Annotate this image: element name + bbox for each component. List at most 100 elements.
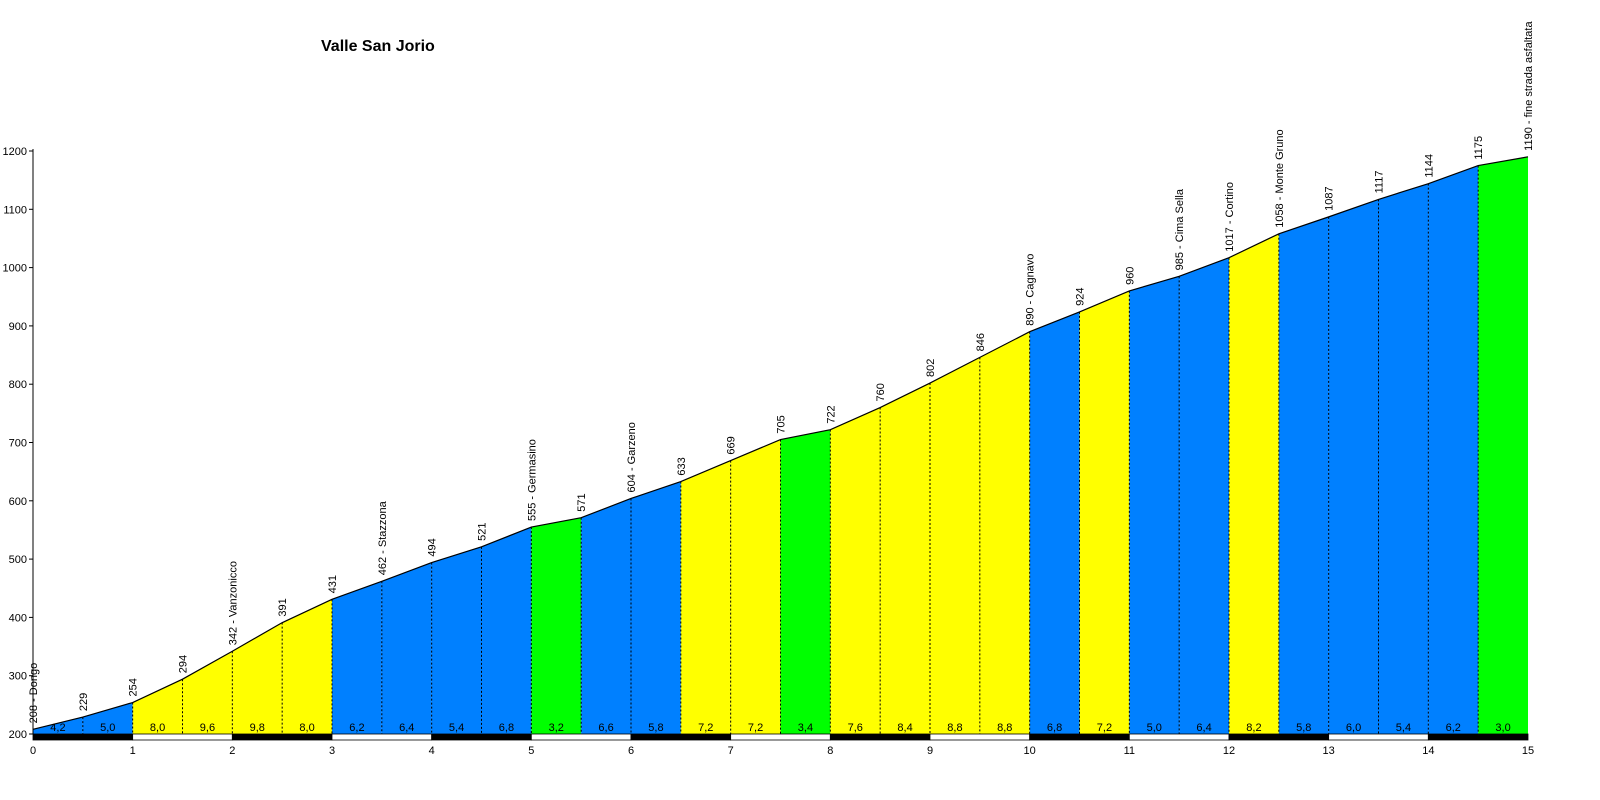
x-tick-label: 5 bbox=[528, 745, 534, 757]
gradient-label: 9,8 bbox=[250, 722, 265, 734]
altitude-label: 604 - Garzeno bbox=[626, 422, 638, 492]
distance-strip-km bbox=[1328, 733, 1429, 741]
distance-strip-km bbox=[32, 733, 134, 741]
gradient-segment bbox=[1428, 165, 1479, 734]
altitude-label: 555 - Germasino bbox=[526, 439, 538, 521]
gradient-label: 5,8 bbox=[1296, 722, 1311, 734]
distance-strip-km bbox=[829, 733, 931, 741]
altitude-label: 890 - Cagnavo bbox=[1025, 254, 1037, 326]
altitude-label: 1190 - fine strada asfaltata bbox=[1523, 21, 1535, 151]
gradient-segment bbox=[1229, 233, 1279, 734]
gradient-label: 8,4 bbox=[897, 722, 912, 734]
gradient-segment bbox=[82, 702, 133, 734]
gradient-label: 8,8 bbox=[997, 722, 1012, 734]
gradient-segment bbox=[830, 407, 881, 734]
gradient-segment bbox=[730, 439, 781, 734]
altitude-label: 254 bbox=[128, 678, 140, 696]
gradient-label: 3,4 bbox=[798, 722, 813, 734]
altitude-label: 294 bbox=[178, 655, 190, 673]
gradient-segment bbox=[33, 717, 83, 734]
altitude-label: 571 bbox=[576, 493, 588, 511]
gradient-label: 7,6 bbox=[848, 722, 863, 734]
gradient-segment bbox=[431, 546, 482, 734]
gradient-segment bbox=[780, 429, 831, 734]
altitude-label: 846 bbox=[975, 333, 987, 351]
altitude-label: 391 bbox=[277, 598, 289, 616]
altitude-label: 705 bbox=[776, 415, 788, 433]
altitude-label: 1175 bbox=[1473, 136, 1485, 160]
gradient-label: 6,4 bbox=[399, 722, 414, 734]
y-tick-label: 900 bbox=[9, 321, 27, 333]
x-tick-label: 14 bbox=[1422, 745, 1434, 757]
profile-line bbox=[32, 156, 1529, 730]
gradient-label: 5,4 bbox=[1396, 722, 1411, 734]
distance-strip-km bbox=[431, 733, 532, 741]
distance-strip bbox=[32, 733, 1529, 741]
profile-line-layer bbox=[32, 156, 1529, 730]
distance-strip-km bbox=[530, 733, 632, 741]
distance-strip-km bbox=[929, 733, 1031, 741]
gradient-segment bbox=[680, 460, 731, 734]
altitude-label: 208 - Dongo bbox=[28, 663, 40, 724]
gradient-segment bbox=[930, 357, 980, 734]
gradient-label: 3,2 bbox=[549, 722, 564, 734]
gradient-label: 8,8 bbox=[947, 722, 962, 734]
y-tick-label: 1100 bbox=[3, 204, 27, 216]
gradient-segment bbox=[381, 562, 432, 734]
x-tick-label: 12 bbox=[1223, 745, 1235, 757]
gradient-label: 5,8 bbox=[648, 722, 663, 734]
x-tick-label: 4 bbox=[429, 745, 435, 757]
gradient-segment bbox=[1179, 257, 1229, 734]
altitude-label: 669 bbox=[726, 436, 738, 454]
altitude-label: 1087 bbox=[1324, 186, 1336, 210]
x-tick-label: 15 bbox=[1522, 745, 1534, 757]
distance-strip-km bbox=[1029, 733, 1130, 741]
altitude-label: 924 bbox=[1075, 288, 1087, 306]
gradient-segments bbox=[33, 156, 1528, 734]
x-tick-label: 1 bbox=[130, 745, 136, 757]
gradient-label: 6,0 bbox=[1346, 722, 1361, 734]
gradient-segment bbox=[1129, 276, 1180, 734]
altitude-label: 1117 bbox=[1374, 171, 1386, 194]
gradient-labels: 4,2 5,0 8,0 9,6 9,8 8,0 6,2 6,4 5,4 6,8 3,2 6,6 5,8 7… bbox=[50, 722, 1510, 734]
y-tick-label: 400 bbox=[9, 612, 27, 624]
y-tick-label: 600 bbox=[9, 496, 27, 508]
altitude-label: 1017 - Cortino bbox=[1224, 182, 1236, 252]
x-tick-label: 10 bbox=[1024, 745, 1036, 757]
chart-title: Valle San Jorio bbox=[321, 38, 435, 55]
x-tick-label: 11 bbox=[1124, 745, 1135, 757]
y-tick-label: 1200 bbox=[3, 146, 27, 158]
y-tick-label: 300 bbox=[9, 671, 27, 683]
gradient-label: 4,2 bbox=[50, 722, 65, 734]
gradient-label: 5,0 bbox=[1147, 722, 1162, 734]
gradient-label: 7,2 bbox=[748, 722, 763, 734]
altitude-label: 633 bbox=[676, 457, 688, 475]
y-tick-label: 1000 bbox=[3, 263, 27, 275]
altitude-label: 431 bbox=[327, 575, 339, 593]
gradient-label: 8,0 bbox=[299, 722, 314, 734]
gradient-segment bbox=[332, 581, 382, 734]
x-tick-label: 13 bbox=[1323, 745, 1335, 757]
distance-strip-km bbox=[1228, 733, 1330, 741]
altitude-label: 462 - Stazzona bbox=[377, 500, 389, 575]
gradient-segment bbox=[1278, 216, 1329, 734]
altitude-label: 1144 bbox=[1423, 154, 1435, 178]
altitude-label: 229 bbox=[78, 693, 90, 711]
gradient-segment bbox=[581, 498, 631, 734]
gradient-label: 6,6 bbox=[598, 722, 613, 734]
gradient-segment bbox=[631, 481, 681, 734]
gradient-label: 5,0 bbox=[100, 722, 115, 734]
gradient-label: 7,2 bbox=[698, 722, 713, 734]
x-tick-label: 8 bbox=[827, 745, 833, 757]
gradient-segment bbox=[1029, 311, 1080, 734]
gradient-label: 8,0 bbox=[150, 722, 165, 734]
gradient-segment bbox=[481, 527, 532, 734]
distance-strip-km bbox=[630, 733, 732, 741]
x-tick-label: 9 bbox=[927, 745, 933, 757]
gradient-label: 6,8 bbox=[1047, 722, 1062, 734]
altitude-label: 802 bbox=[925, 359, 937, 377]
y-tick-label: 200 bbox=[9, 729, 27, 741]
gradient-segment bbox=[531, 517, 582, 734]
gradient-label: 7,2 bbox=[1097, 722, 1112, 734]
x-tick-label: 7 bbox=[728, 745, 734, 757]
